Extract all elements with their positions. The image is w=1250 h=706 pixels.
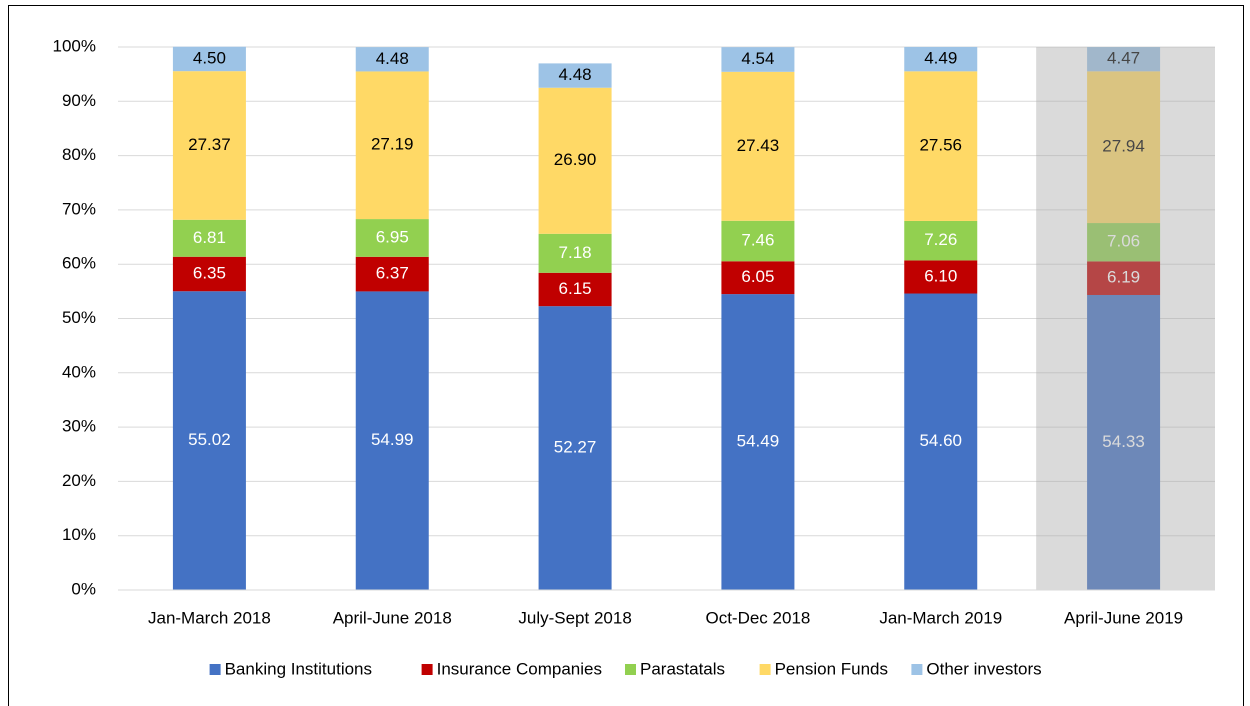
y-tick-label: 10%	[62, 525, 96, 544]
data-label: 7.06	[1107, 232, 1140, 251]
data-label: 6.15	[559, 279, 592, 298]
bar-segment	[355, 47, 429, 72]
bar-segment	[904, 220, 978, 261]
data-label: 6.10	[924, 266, 957, 285]
bar-segment	[172, 71, 246, 220]
bar-segment	[355, 291, 429, 590]
bar-segment	[538, 63, 612, 88]
bar-segment	[904, 293, 978, 590]
x-tick-label: Oct-Dec 2018	[705, 608, 810, 627]
data-label: 55.02	[188, 430, 231, 449]
frame	[8, 5, 1244, 706]
bar-segment	[1087, 71, 1161, 224]
data-label: 4.50	[193, 48, 226, 67]
bar-segment	[904, 46, 978, 72]
data-label: 27.56	[919, 136, 962, 155]
bar-segment	[1087, 294, 1161, 590]
x-tick-label: April-June 2018	[333, 608, 452, 627]
y-tick-label: 0%	[71, 579, 96, 598]
bar-segment	[721, 220, 795, 262]
bar-segment	[1087, 223, 1161, 262]
legend-label: Pension Funds	[775, 659, 888, 678]
data-label: 26.90	[554, 150, 597, 169]
data-label: 4.47	[1107, 49, 1140, 68]
bar-segment	[538, 306, 612, 590]
bar-segment	[355, 256, 429, 292]
y-tick-label: 30%	[62, 417, 96, 436]
bar-segment	[355, 219, 429, 257]
bar-segment	[721, 47, 795, 72]
legend-swatch	[421, 664, 433, 675]
legend-swatch	[209, 664, 221, 675]
legend-swatch	[625, 664, 636, 675]
legend-label: Parastatals	[640, 659, 725, 678]
y-tick-label: 50%	[62, 308, 96, 327]
bar-segment	[538, 233, 612, 273]
x-tick-label: April-June 2019	[1064, 608, 1183, 627]
data-label: 54.33	[1102, 432, 1145, 451]
bar-segment	[538, 272, 612, 307]
data-label: 27.43	[737, 136, 780, 155]
y-tick-label: 90%	[62, 91, 96, 110]
data-label: 27.94	[1102, 137, 1145, 156]
legend-swatch	[759, 664, 771, 675]
legend-label: Banking Institutions	[225, 659, 372, 678]
bar-segment	[355, 71, 429, 220]
data-label: 54.49	[737, 432, 780, 451]
data-label: 27.37	[188, 135, 231, 154]
data-label: 27.19	[371, 135, 414, 154]
legend-label: Other investors	[926, 659, 1041, 678]
data-label: 6.37	[376, 264, 409, 283]
legend-swatch	[911, 664, 923, 675]
x-tick-label: Jan-March 2018	[148, 608, 271, 627]
data-label: 54.99	[371, 430, 414, 449]
bar-segment	[172, 46, 246, 72]
data-label: 6.19	[1107, 268, 1140, 287]
bar-segment	[538, 87, 612, 234]
y-tick-label: 40%	[62, 362, 96, 381]
data-label: 4.48	[559, 65, 592, 84]
highlight-band	[1036, 47, 1215, 590]
bar-segment	[172, 291, 246, 590]
bar-segment	[904, 71, 978, 221]
x-tick-label: Jan-March 2019	[879, 608, 1002, 627]
data-label: 6.35	[193, 263, 226, 282]
y-tick-label: 70%	[62, 199, 96, 218]
legend-label: Insurance Companies	[437, 659, 602, 678]
x-tick-label: July-Sept 2018	[518, 608, 631, 627]
bar-segment	[1087, 261, 1161, 295]
data-label: 6.95	[376, 227, 409, 246]
y-tick-label: 20%	[62, 471, 96, 490]
data-label: 7.18	[559, 243, 592, 262]
data-label: 7.26	[924, 230, 957, 249]
y-tick-label: 100%	[53, 36, 96, 55]
data-label: 4.49	[924, 49, 957, 68]
data-label: 54.60	[919, 431, 962, 450]
data-label: 6.81	[193, 228, 226, 247]
data-label: 4.48	[376, 49, 409, 68]
y-tick-label: 60%	[62, 254, 96, 273]
bar-segment	[721, 261, 795, 295]
data-label: 52.27	[554, 438, 597, 457]
bar-segment	[721, 294, 795, 590]
bar-segment	[721, 71, 795, 221]
data-label: 7.46	[741, 230, 774, 249]
y-tick-label: 80%	[62, 145, 96, 164]
data-label: 4.54	[741, 49, 774, 68]
bar-segment	[172, 219, 246, 257]
data-label: 6.05	[741, 267, 774, 286]
bar-segment	[1087, 47, 1161, 72]
bar-segment	[172, 256, 246, 292]
bar-segment	[904, 260, 978, 294]
